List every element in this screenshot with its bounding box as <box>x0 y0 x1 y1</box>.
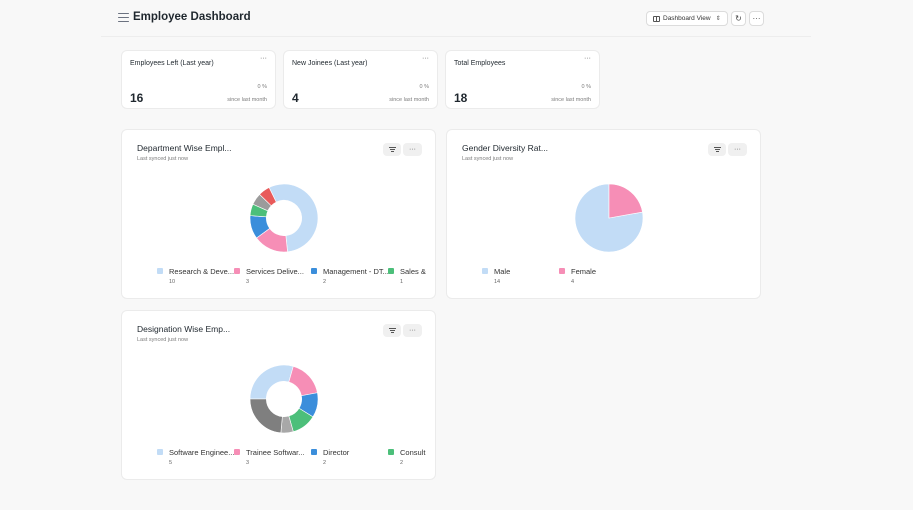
page-header: Employee Dashboard Dashboard View ⇕ ↻ ··… <box>101 0 811 37</box>
legend-label: Male <box>494 267 511 276</box>
filter-icon <box>713 146 721 154</box>
card-since: since last month <box>389 97 429 103</box>
dashboard-view-label: Dashboard View <box>663 15 711 22</box>
filter-icon <box>388 146 396 154</box>
more-icon[interactable]: ··· <box>584 55 591 62</box>
legend-label: Director <box>323 448 350 457</box>
legend-swatch <box>311 449 317 455</box>
chart-title: Department Wise Empl... <box>137 143 232 153</box>
chart-card-designation: Designation Wise Emp... Last synced just… <box>121 310 436 480</box>
dashboard-view-dropdown[interactable]: Dashboard View ⇕ <box>646 11 728 26</box>
filter-button[interactable] <box>383 324 401 337</box>
chart-more-button[interactable]: ··· <box>728 143 747 156</box>
filter-icon <box>388 327 396 335</box>
card-value: 16 <box>130 91 144 105</box>
legend-swatch <box>157 449 163 455</box>
more-icon: ··· <box>752 14 761 23</box>
legend-label: Sales & <box>400 267 426 276</box>
legend-swatch <box>234 268 240 274</box>
chart-title: Gender Diversity Rat... <box>462 143 548 153</box>
legend-value: 1 <box>400 279 404 285</box>
card-percent: 0 % <box>581 84 591 90</box>
refresh-icon: ↻ <box>735 14 742 23</box>
dashboard-icon <box>653 15 660 22</box>
card-percent: 0 % <box>419 84 429 90</box>
card-value: 4 <box>292 91 299 105</box>
number-card-employees-left[interactable]: Employees Left (Last year) ··· 0 % 16 si… <box>121 50 276 109</box>
pie-chart <box>574 183 644 253</box>
pie-slice-0[interactable] <box>574 183 644 253</box>
menu-icon[interactable] <box>118 13 129 23</box>
legend-label: Services Delive... <box>246 267 304 276</box>
number-card-new-joinees[interactable]: New Joinees (Last year) ··· 0 % 4 since … <box>283 50 438 109</box>
legend-label: Software Enginee... <box>169 448 235 457</box>
legend-value: 4 <box>571 279 575 285</box>
legend-value: 3 <box>246 460 250 466</box>
pie-slice-1[interactable] <box>608 183 643 219</box>
legend-swatch <box>388 449 394 455</box>
legend-label: Female <box>571 267 597 276</box>
legend-label: Research & Deve... <box>169 267 235 276</box>
donut-chart <box>249 183 319 253</box>
card-since: since last month <box>551 97 591 103</box>
legend-swatch <box>234 449 240 455</box>
legend-swatch <box>311 268 317 274</box>
more-button[interactable]: ··· <box>749 11 764 26</box>
more-icon: ··· <box>409 146 416 153</box>
more-icon[interactable]: ··· <box>260 55 267 62</box>
legend-label: Trainee Softwar... <box>246 448 305 457</box>
pie-slice-0[interactable] <box>268 183 319 253</box>
chart-title: Designation Wise Emp... <box>137 324 231 334</box>
chevron-updown-icon: ⇕ <box>715 16 721 22</box>
more-icon[interactable]: ··· <box>422 55 429 62</box>
legend-value: 2 <box>323 460 327 466</box>
filter-button[interactable] <box>383 143 401 156</box>
pie-slice-0[interactable] <box>249 364 294 400</box>
chart-subtitle: Last synced just now <box>137 337 189 343</box>
legend-value: 14 <box>494 279 501 285</box>
legend-value: 5 <box>169 460 173 466</box>
legend-value: 2 <box>400 460 404 466</box>
more-icon: ··· <box>734 146 741 153</box>
card-since: since last month <box>227 97 267 103</box>
pie-slice-1[interactable] <box>288 365 318 397</box>
legend-label: Consult <box>400 448 426 457</box>
legend-swatch <box>388 268 394 274</box>
chart-subtitle: Last synced just now <box>462 156 514 162</box>
page-title: Employee Dashboard <box>133 11 251 23</box>
card-percent: 0 % <box>257 84 267 90</box>
chart-card-department: Department Wise Empl... Last synced just… <box>121 129 436 299</box>
legend-value: 2 <box>323 279 327 285</box>
legend-swatch <box>157 268 163 274</box>
legend-value: 10 <box>169 279 176 285</box>
chart-card-gender: Gender Diversity Rat... Last synced just… <box>446 129 761 299</box>
filter-button[interactable] <box>708 143 726 156</box>
card-label: Total Employees <box>454 60 506 67</box>
number-card-total-employees[interactable]: Total Employees ··· 0 % 18 since last mo… <box>445 50 600 109</box>
pie-slice-5[interactable] <box>249 398 283 434</box>
legend-value: 3 <box>246 279 250 285</box>
chart-more-button[interactable]: ··· <box>403 143 422 156</box>
card-label: Employees Left (Last year) <box>130 60 214 67</box>
legend-label: Management - DT... <box>323 267 389 276</box>
more-icon: ··· <box>409 327 416 334</box>
legend-swatch <box>482 268 488 274</box>
legend-swatch <box>559 268 565 274</box>
card-label: New Joinees (Last year) <box>292 60 368 67</box>
card-value: 18 <box>454 91 468 105</box>
refresh-button[interactable]: ↻ <box>731 11 746 26</box>
chart-subtitle: Last synced just now <box>137 156 189 162</box>
chart-more-button[interactable]: ··· <box>403 324 422 337</box>
donut-chart <box>249 364 319 434</box>
pie-slice-5[interactable] <box>259 187 277 207</box>
page: Employee Dashboard Dashboard View ⇕ ↻ ··… <box>101 0 811 510</box>
